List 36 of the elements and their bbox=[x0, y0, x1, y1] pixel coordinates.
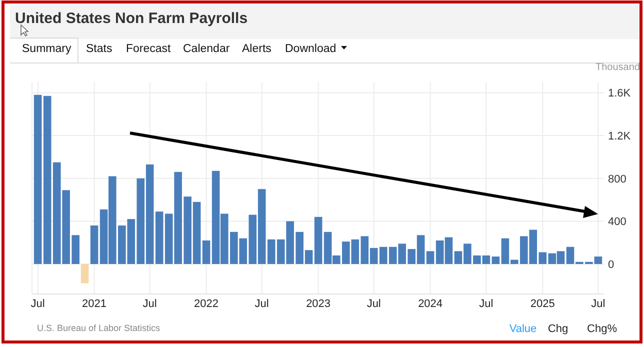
bar bbox=[492, 256, 500, 264]
x-tick-label: 2021 bbox=[82, 298, 107, 310]
text: Forecast bbox=[126, 43, 172, 55]
text: Chg bbox=[548, 323, 568, 335]
chart-title: United States Non Farm Payrolls bbox=[15, 10, 248, 27]
x-tick-label: Jul bbox=[366, 298, 381, 310]
y-tick-label: 0 bbox=[608, 259, 614, 272]
text: Download bbox=[285, 43, 336, 55]
bar bbox=[202, 240, 210, 264]
bar bbox=[43, 96, 52, 264]
bar bbox=[314, 216, 322, 264]
x-tick-label: 2023 bbox=[306, 298, 331, 310]
text: Calendar bbox=[183, 43, 230, 55]
bar bbox=[34, 94, 42, 264]
text: Value bbox=[509, 323, 537, 335]
bar bbox=[426, 251, 434, 264]
text: Chg% bbox=[587, 323, 618, 335]
x-tick-label: 2025 bbox=[530, 298, 555, 310]
text: U.S. Bureau of Labor Statistics bbox=[37, 323, 161, 333]
y-tick-label: 800 bbox=[608, 173, 626, 186]
x-tick-label: Jul bbox=[479, 298, 494, 310]
x-tick-label: Jul bbox=[30, 298, 45, 310]
y-tick-label: 1.6K bbox=[608, 88, 632, 100]
bar bbox=[90, 225, 98, 264]
y-tick-label: 1.2K bbox=[608, 130, 632, 143]
y-axis-title: Thousand bbox=[596, 62, 640, 73]
x-tick-label: Jul bbox=[142, 298, 157, 310]
x-tick-label: Jul bbox=[591, 298, 606, 310]
x-tick-label: Jul bbox=[254, 298, 269, 310]
x-tick-label: 2024 bbox=[418, 298, 443, 310]
x-tick-label: 2022 bbox=[194, 298, 219, 310]
bar bbox=[80, 264, 89, 284]
text: Summary bbox=[22, 43, 72, 55]
text: Alerts bbox=[242, 43, 272, 55]
y-tick-label: 400 bbox=[608, 216, 626, 228]
text: Stats bbox=[86, 43, 112, 55]
